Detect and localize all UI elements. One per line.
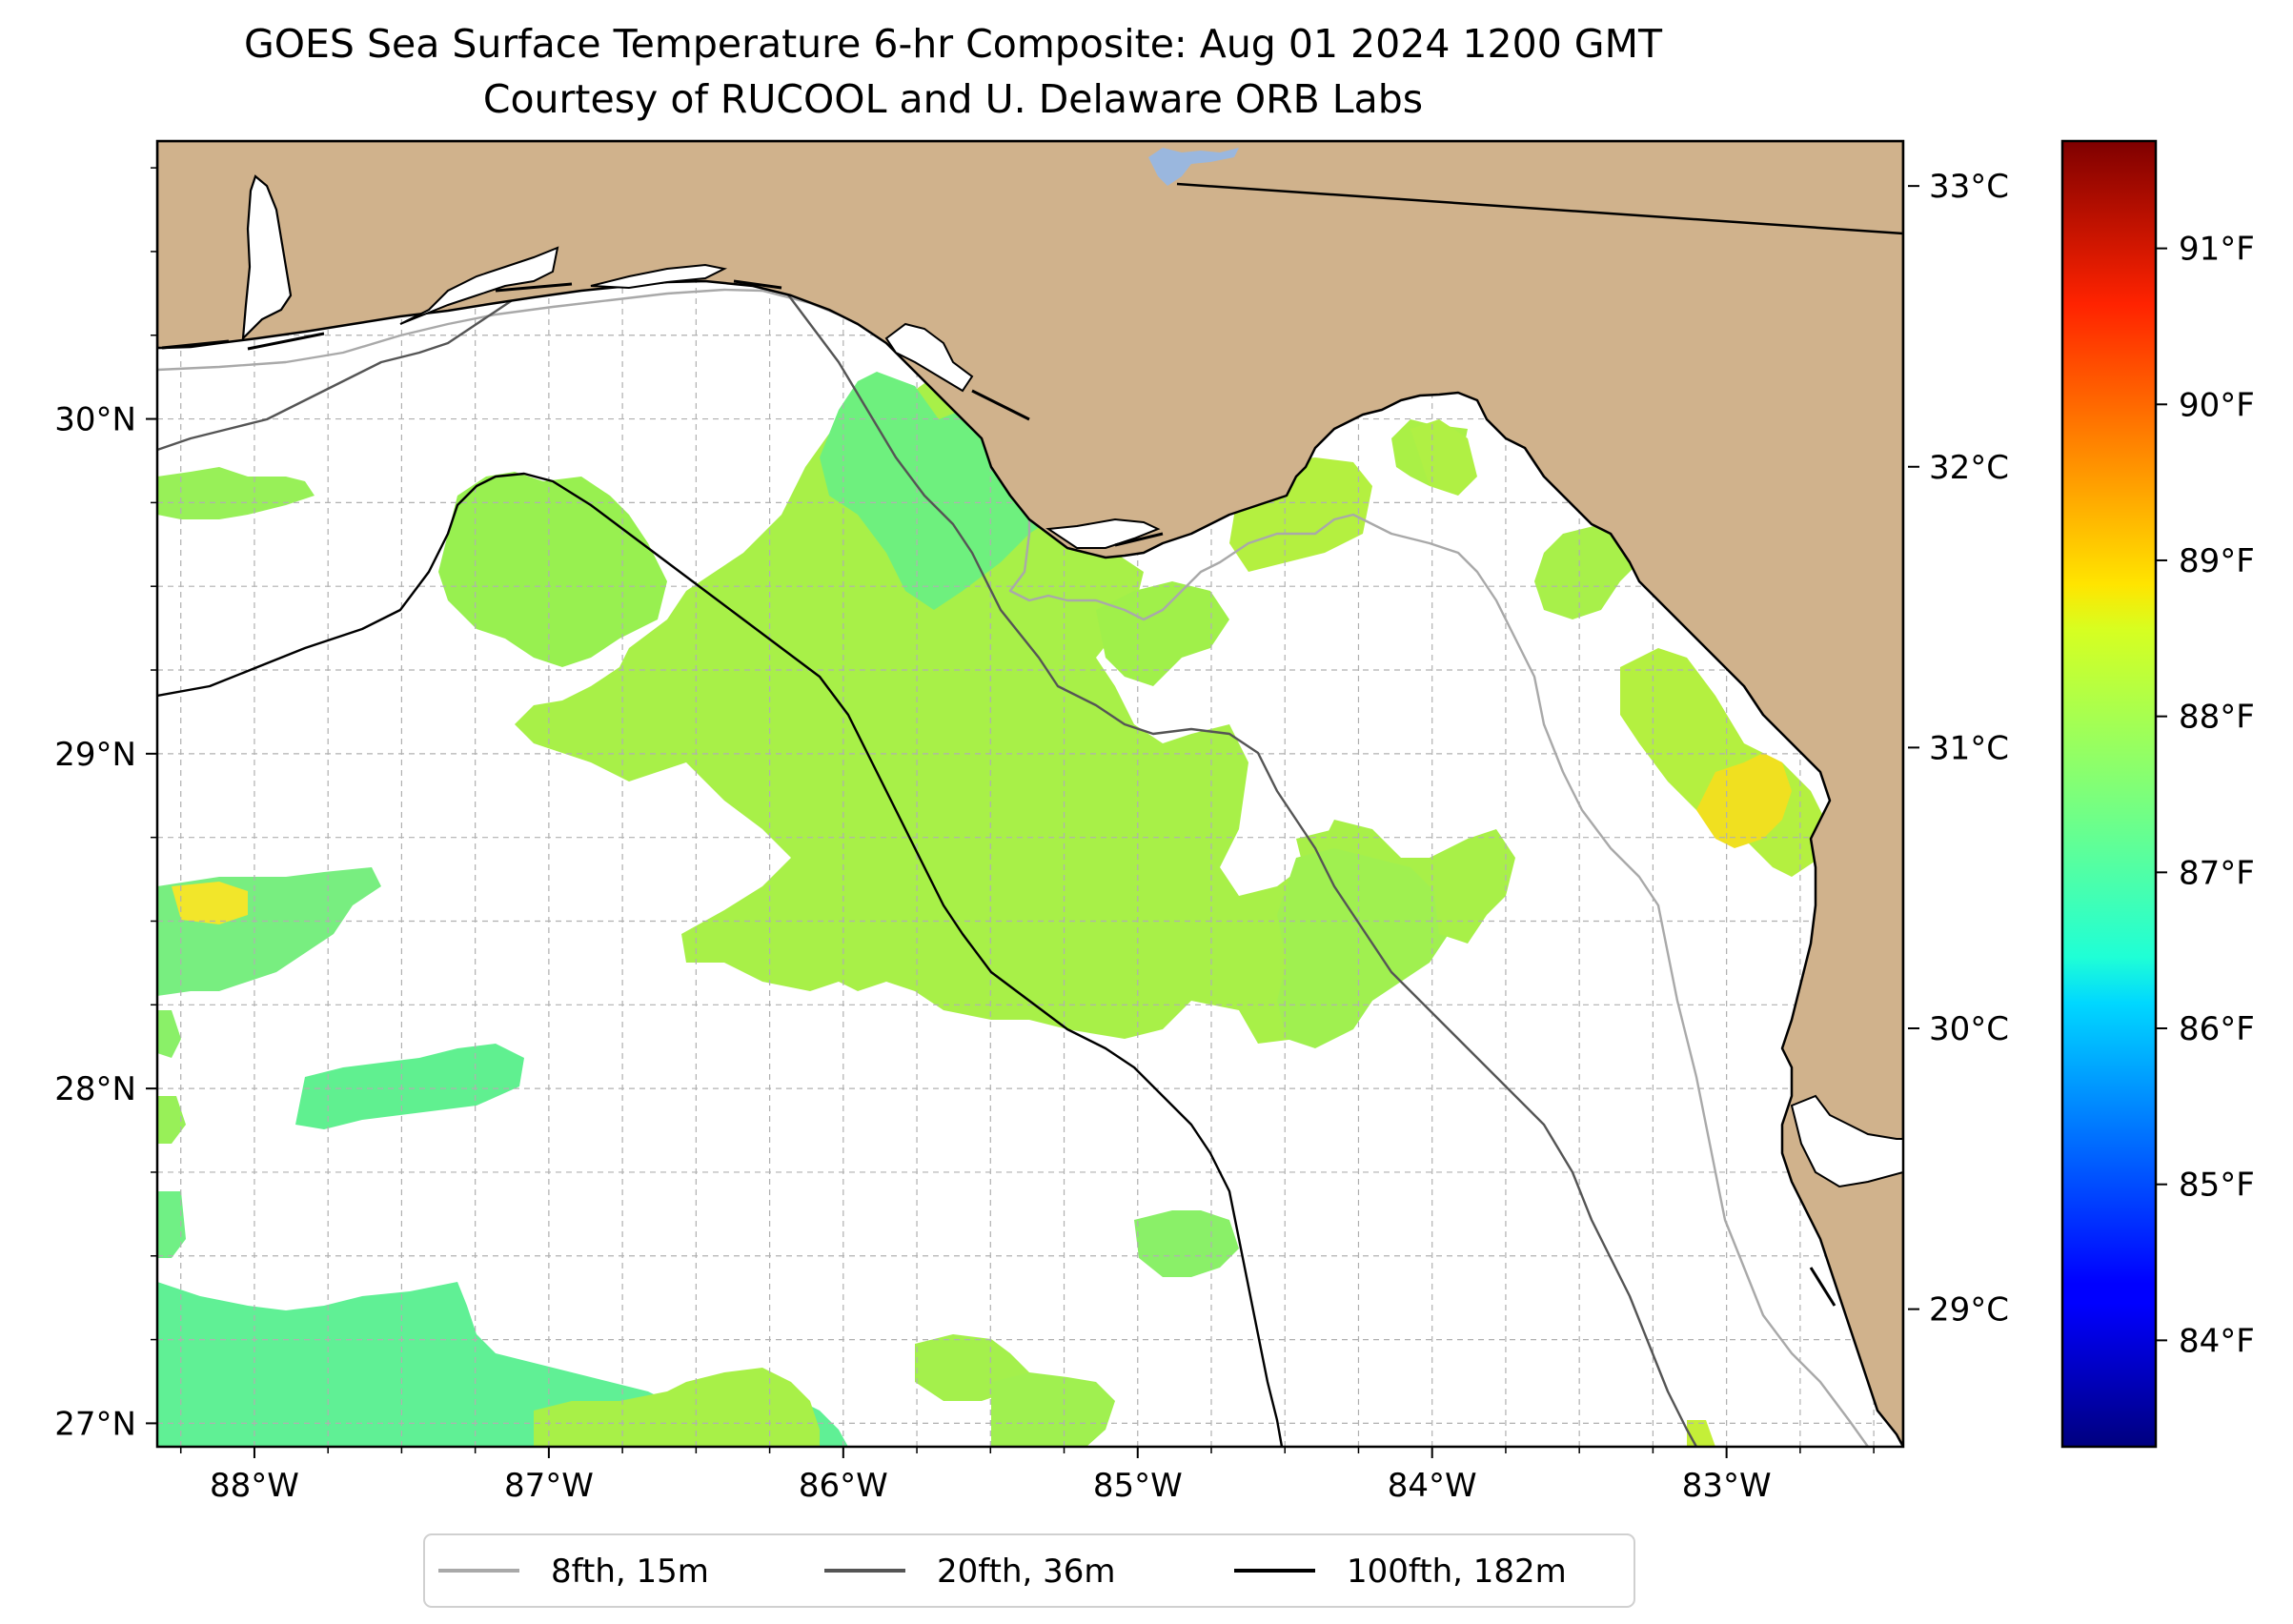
- sst-patch-w2: [157, 467, 315, 519]
- sst-patch-w1-warm: [172, 882, 248, 924]
- legend-label-100fth: 100fth, 182m: [1347, 1553, 1567, 1591]
- barrier-islands: [161, 279, 1836, 1307]
- fahrenheit-tick-label: 86°F: [2179, 1010, 2255, 1048]
- celsius-tick-label: 31°C: [1929, 729, 2009, 767]
- latitude-axis: 30°N 29°N 28°N 27°N: [54, 167, 157, 1443]
- celsius-tick-label: 32°C: [1929, 449, 2009, 487]
- mobile-bay: [241, 174, 293, 341]
- lon-tick-label: 86°W: [799, 1467, 888, 1505]
- isobath-8fth: [157, 288, 1869, 1447]
- sst-patch-south-5: [1687, 1420, 1715, 1447]
- sst-patch-south-mid: [534, 1368, 820, 1447]
- map-subtitle: Courtesy of RUCOOL and U. Delaware ORB L…: [482, 76, 1424, 122]
- legend-box: [423, 1533, 1635, 1608]
- choctawhatchee-bay: [590, 263, 728, 290]
- colorbar-celsius-axis: 33°C 32°C 31°C 30°C 29°C: [1908, 168, 2009, 1330]
- fahrenheit-tick-label: 87°F: [2179, 854, 2255, 892]
- state-border: [1176, 182, 1903, 235]
- celsius-tick-label: 29°C: [1929, 1291, 2009, 1330]
- colorbar-gradient: [2060, 139, 2158, 1449]
- legend-label-20fth: 20fth, 36m: [937, 1553, 1116, 1591]
- sst-patch-bigbend: [1534, 524, 1639, 619]
- legend: 8fth, 15m 20fth, 36m 100fth, 182m: [423, 1533, 1635, 1608]
- sst-patch-w4: [157, 1096, 186, 1144]
- celsius-tick-label: 30°C: [1929, 1010, 2009, 1048]
- pensacola-bay: [399, 246, 559, 325]
- lon-tick-label: 83°W: [1682, 1467, 1772, 1505]
- sst-patch-cedarkey: [1277, 848, 1449, 1048]
- fahrenheit-tick-label: 91°F: [2179, 231, 2255, 269]
- legend-label-8fth: 8fth, 15m: [551, 1553, 709, 1591]
- apalachicola-bay: [1045, 518, 1161, 549]
- land-mass: [157, 141, 1903, 1447]
- fahrenheit-tick-label: 85°F: [2179, 1167, 2255, 1205]
- lon-tick-label: 88°W: [210, 1467, 299, 1505]
- sst-patch-bigbend2: [1410, 419, 1477, 496]
- lat-tick-label: 27°N: [54, 1405, 136, 1443]
- sst-patch-south-3: [991, 1372, 1115, 1447]
- map-title: GOES Sea Surface Temperature 6-hr Compos…: [243, 21, 1663, 67]
- fahrenheit-tick-label: 90°F: [2179, 386, 2255, 424]
- sst-patch-cedarkey2: [1430, 829, 1515, 944]
- lon-tick-label: 85°W: [1093, 1467, 1183, 1505]
- lon-tick-label: 84°W: [1388, 1467, 1477, 1505]
- isobaths: [157, 241, 1869, 1447]
- sst-patch-central: [515, 376, 1458, 1044]
- st-andrew-bay: [884, 322, 974, 393]
- fahrenheit-tick-label: 88°F: [2179, 699, 2255, 737]
- isobath-20fth: [157, 241, 1698, 1447]
- lat-tick-label: 30°N: [54, 401, 136, 439]
- isobath-100fth: [157, 472, 1284, 1447]
- lon-tick-label: 87°W: [504, 1467, 594, 1505]
- tampa-bay: [1790, 1094, 1903, 1188]
- fahrenheit-tick-label: 89°F: [2179, 542, 2255, 580]
- sst-patch-warm-core: [1696, 753, 1792, 848]
- colorbar: 33°C 32°C 31°C 30°C 29°C 91°F 90°F 89°F 88°F 87°…: [1908, 139, 2255, 1449]
- lat-tick-label: 29°N: [54, 736, 136, 774]
- colorbar-fahrenheit-axis: 91°F 90°F 89°F 88°F 87°F 86°F 85°F 84°F: [2156, 231, 2255, 1360]
- fahrenheit-tick-label: 84°F: [2179, 1322, 2255, 1360]
- longitude-axis: 88°W 87°W 86°W 85°W 84°W 83°W: [179, 1447, 1875, 1505]
- sst-patch-ne: [1096, 581, 1229, 686]
- sst-patch-w6: [157, 1191, 186, 1258]
- celsius-tick-label: 33°C: [1929, 168, 2009, 206]
- map-frame: [155, 139, 1905, 1449]
- sst-patch-south-4: [1134, 1210, 1239, 1277]
- sst-patch-w3: [295, 1044, 524, 1129]
- lat-tick-label: 28°N: [54, 1070, 136, 1108]
- sst-patch-w5: [157, 1010, 181, 1058]
- map-area: [157, 141, 1903, 1447]
- lake-seminole: [1148, 148, 1239, 186]
